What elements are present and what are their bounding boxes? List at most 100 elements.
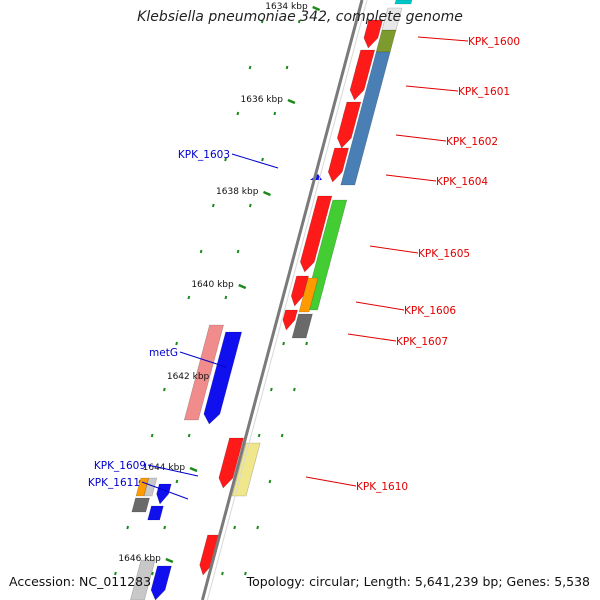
map-title: Klebsiella pneumoniae 342, complete geno… (137, 9, 463, 25)
gene-kpk-1607-gray[interactable] (291, 313, 313, 339)
gene-label-kpk-1610[interactable]: KPK_1610 (356, 481, 408, 493)
kbp-label: 1642 kbp (167, 372, 210, 382)
label-leader-line (347, 333, 397, 342)
kbp-label: 1638 kbp (216, 187, 259, 197)
guide-dot (175, 479, 179, 484)
guide-dot (285, 65, 289, 70)
guide-dot (175, 341, 178, 346)
gene-cyan-top[interactable] (394, 0, 413, 5)
label-leader-line (417, 36, 469, 42)
kbp-tick (189, 466, 198, 473)
gene-bottom-red[interactable] (199, 534, 221, 576)
gene-kpk-1611-blue-a[interactable] (156, 483, 172, 505)
guide-dot (224, 295, 228, 300)
gene-lightgray-top[interactable] (381, 7, 403, 31)
gene-kpk-1611[interactable] (131, 497, 150, 513)
label-leader-line (179, 351, 227, 368)
guide-dot (261, 157, 264, 162)
guide-dot (257, 433, 261, 438)
guide-dot (211, 203, 215, 208)
guide-dot (248, 65, 252, 70)
genome-backbone-edge (206, 0, 368, 600)
genome-backbone (200, 0, 364, 600)
guide-dot (268, 479, 272, 484)
kbp-label: 1646 kbp (118, 554, 161, 564)
gene-metg-pink[interactable] (183, 324, 224, 421)
guide-dot (280, 433, 284, 438)
label-leader-line (385, 174, 437, 182)
gene-kpk-1602[interactable] (336, 101, 362, 149)
guide-dot (199, 249, 203, 254)
kbp-label: 1640 kbp (191, 280, 234, 290)
kbp-tick (312, 5, 321, 12)
kbp-label: 1634 kbp (265, 2, 308, 12)
guide-dot (150, 433, 154, 438)
gene-kpk-1609-gray[interactable] (143, 477, 158, 497)
gene-kpk-1604[interactable] (327, 147, 350, 183)
kbp-tick (287, 98, 296, 105)
label-leader-line (369, 245, 419, 254)
gene-label-kpk-1604[interactable]: KPK_1604 (436, 176, 488, 188)
label-leader-line (305, 476, 357, 487)
accession-text: Accession: NC_011283 (9, 574, 152, 589)
guide-dot (260, 19, 264, 24)
gene-label-kpk-1606[interactable]: KPK_1606 (404, 305, 456, 317)
genome-summary-text: Topology: circular; Length: 5,641,239 bp… (246, 574, 590, 589)
gene-label-kpk-1603[interactable]: KPK_1603 (178, 149, 230, 161)
guide-dot (187, 295, 191, 300)
label-leader-line (395, 134, 447, 142)
guide-dot (187, 433, 191, 438)
kbp-label: 1636 kbp (241, 95, 284, 105)
label-leader-line (141, 481, 189, 500)
guide-dot (256, 525, 260, 530)
gene-label-kpk-1607[interactable]: KPK_1607 (396, 336, 448, 348)
guide-dot (273, 111, 277, 116)
gene-label-kpk-1605[interactable]: KPK_1605 (418, 248, 470, 260)
guide-dot (293, 387, 296, 392)
guide-dot (244, 571, 247, 576)
guide-dot (233, 525, 237, 530)
guide-dot (224, 157, 227, 162)
guide-dot (270, 387, 273, 392)
gene-kpk-1606-orange[interactable] (298, 277, 319, 313)
gene-kpk-1606[interactable] (290, 275, 309, 307)
guide-dot (282, 341, 285, 346)
guide-dot (297, 19, 301, 24)
gene-label-kpk-1601[interactable]: KPK_1601 (458, 86, 510, 98)
gene-kpk-1610[interactable] (218, 437, 244, 489)
guide-dot (248, 203, 252, 208)
label-leader-line (147, 464, 199, 477)
gene-kpk-1605[interactable] (299, 195, 333, 273)
kbp-tick (262, 190, 271, 197)
label-leader-line (355, 301, 405, 311)
guide-dot (138, 479, 142, 484)
gene-kpk-1601-blue[interactable] (340, 51, 391, 186)
label-leader-line (405, 85, 459, 92)
gene-label-kpk-1609[interactable]: KPK_1609 (94, 460, 146, 472)
guide-dot (236, 249, 240, 254)
kbp-tick (238, 283, 247, 290)
gene-kpk-1607[interactable] (282, 309, 298, 331)
gene-bottom-blue[interactable] (150, 565, 172, 600)
guide-dot (221, 571, 224, 576)
guide-dot (126, 525, 130, 530)
gene-bottom-gray[interactable] (130, 559, 156, 600)
gene-label-kpk-1611[interactable]: KPK_1611 (88, 477, 140, 489)
guide-dot (163, 525, 167, 530)
guide-dot (151, 571, 154, 576)
gene-metg[interactable] (203, 331, 243, 425)
kbp-tick (165, 557, 174, 564)
gene-kpk-1601[interactable] (349, 49, 376, 101)
gene-kpk-1600[interactable] (363, 19, 384, 49)
label-leader-line (231, 153, 279, 169)
gene-label-kpk-1600[interactable]: KPK_1600 (468, 36, 520, 48)
gene-label-kpk-1602[interactable]: KPK_1602 (446, 136, 498, 148)
guide-dot (114, 571, 117, 576)
gene-label-metg[interactable]: metG (149, 347, 178, 359)
gene-kpk-1611-blue-b[interactable] (147, 505, 164, 521)
kbp-label: 1644 kbp (143, 463, 186, 473)
guide-dot (163, 387, 166, 392)
guide-dot (305, 341, 308, 346)
guide-dot (236, 111, 240, 116)
